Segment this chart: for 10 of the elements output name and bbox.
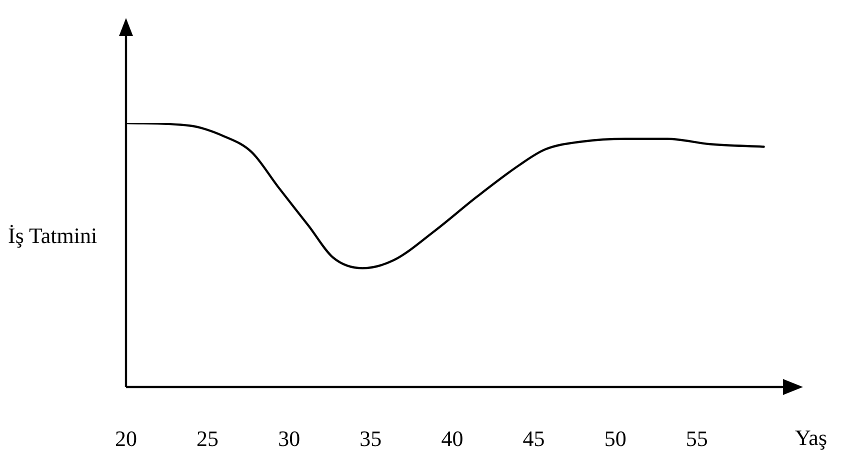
x-tick-label: 30 [278,426,300,451]
x-tick-label: 40 [441,426,464,451]
x-tick-label: 20 [115,426,137,451]
x-tick-label: 45 [522,426,545,451]
y-axis-title: İş Tatmini [8,222,98,248]
x-axis-title: Yaş [795,424,828,450]
x-tick-label: 55 [686,426,708,451]
x-tick-label: 50 [604,426,626,451]
x-tick-label: 25 [196,426,219,451]
x-tick-label: 35 [360,426,382,451]
